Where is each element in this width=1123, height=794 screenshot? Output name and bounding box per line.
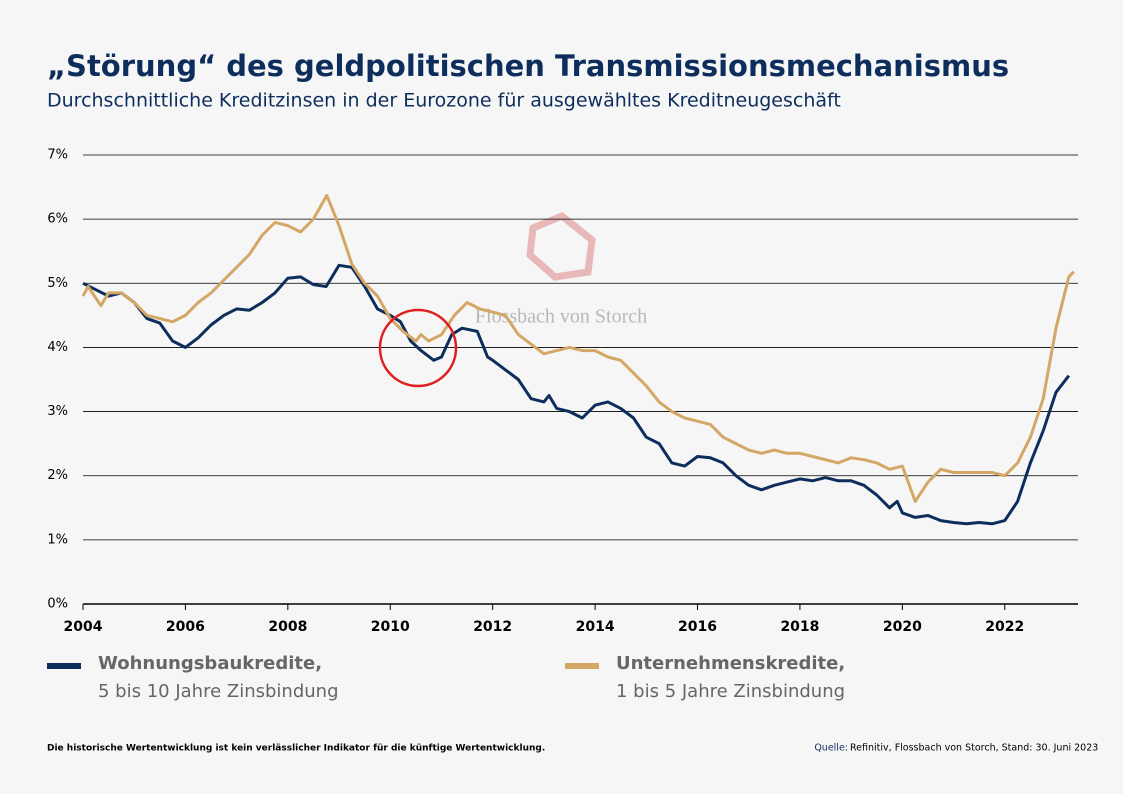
x-tick-label: 2018 [780, 619, 819, 635]
disclaimer: Die historische Wertentwicklung ist kein… [47, 744, 545, 754]
legend-description: 5 bis 10 Jahre Zinsbindung [98, 681, 339, 702]
highlight-circle [378, 308, 458, 388]
y-tick-label: 1% [47, 532, 68, 547]
x-tick-label: 2008 [268, 619, 307, 635]
y-tick-label: 4% [47, 340, 68, 355]
series-line [81, 193, 1075, 503]
x-tick-label: 2014 [576, 619, 615, 635]
x-tick-label: 2010 [371, 619, 410, 635]
y-tick-label: 6% [47, 212, 68, 227]
y-tick-label: 2% [47, 468, 68, 483]
legend-label: Wohnungsbaukredite, [98, 653, 322, 674]
legend-label: Unternehmenskredite, [616, 653, 845, 674]
series-line [82, 263, 1070, 526]
x-tick-label: 2016 [678, 619, 717, 635]
y-tick-label: 7% [47, 148, 68, 163]
y-tick-label: 0% [47, 597, 68, 612]
x-tick-label: 2022 [985, 619, 1024, 635]
y-tick-label: 3% [47, 404, 68, 419]
x-tick-label: 2020 [883, 619, 922, 635]
source-label: Quelle: [814, 743, 848, 754]
watermark-logo [526, 211, 596, 281]
chart-subtitle: Durchschnittliche Kreditzinsen in der Eu… [47, 90, 841, 112]
x-tick-label: 2012 [473, 619, 512, 635]
source: Refinitiv, Flossbach von Storch, Stand: … [850, 743, 1098, 754]
y-tick-label: 5% [47, 276, 68, 291]
watermark: Flossbach von Storch [475, 306, 647, 328]
x-tick-label: 2006 [166, 619, 205, 635]
x-tick-label: 2004 [64, 619, 103, 635]
chart-title: „Störung“ des geldpolitischen Transmissi… [47, 49, 1009, 83]
legend-description: 1 bis 5 Jahre Zinsbindung [616, 681, 845, 702]
